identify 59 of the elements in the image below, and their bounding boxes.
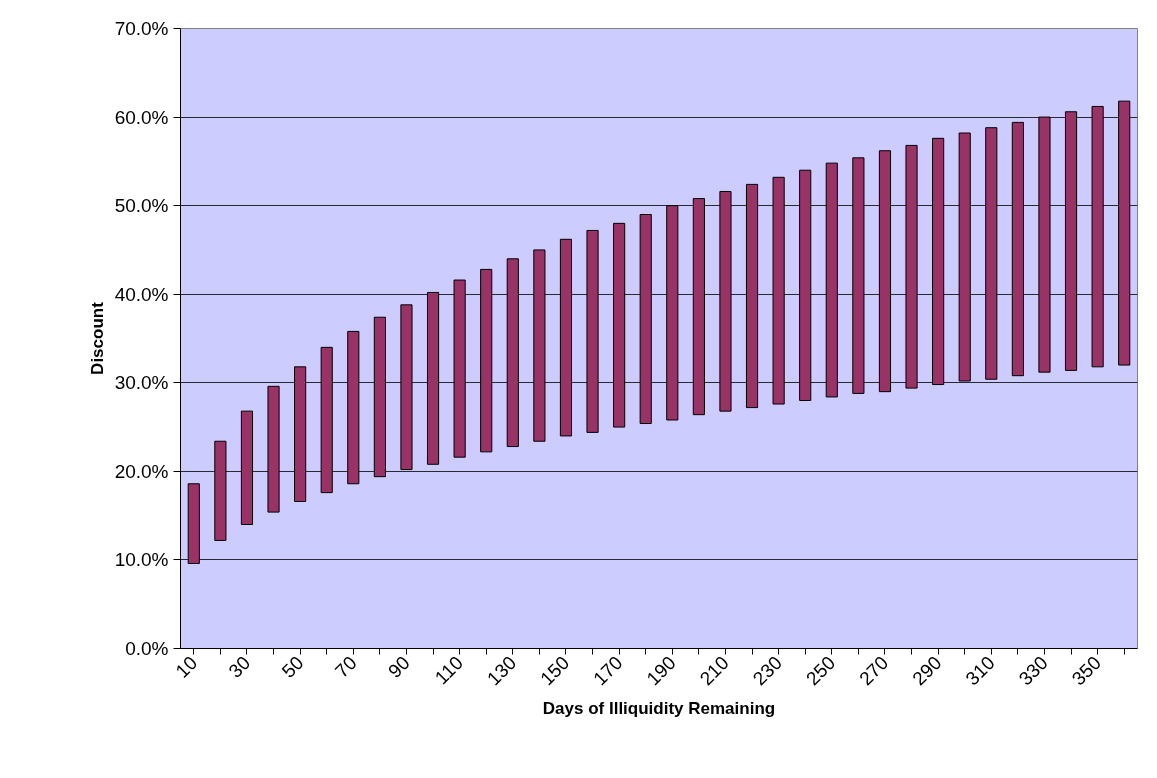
x-tick-label: 230 (748, 652, 787, 690)
bar (613, 222, 626, 428)
bar (799, 169, 812, 401)
y-tick-label: 0.0% (125, 638, 169, 659)
x-tick-label: 130 (482, 652, 521, 690)
x-tick-label: 170 (589, 652, 627, 690)
bar (240, 410, 254, 525)
bar (267, 385, 280, 513)
bar (825, 162, 838, 398)
bar (1011, 121, 1024, 377)
x-tick-label: 310 (961, 652, 999, 690)
bar (905, 144, 918, 389)
x-tick-label: 10 (171, 652, 202, 682)
x-tick-label: 70 (330, 652, 361, 682)
bar (506, 258, 519, 448)
y-tick-label: 60.0% (114, 106, 169, 128)
bar (400, 304, 413, 471)
x-tick-label: 30 (224, 652, 255, 682)
bar (985, 127, 998, 380)
bar (932, 137, 945, 386)
bar (878, 150, 892, 393)
x-tick-label: 210 (695, 652, 733, 690)
bar (320, 346, 333, 494)
x-axis-title: Days of Illiquidity Remaining (542, 699, 776, 719)
x-tick-label: 90 (384, 652, 414, 682)
bar (586, 229, 599, 433)
bar (373, 316, 386, 478)
y-tick-label: 70.0% (114, 18, 169, 39)
x-tick-label: 270 (855, 652, 893, 690)
y-tick-label: 10.0% (114, 549, 169, 571)
bar (639, 214, 652, 425)
x-tick-label: 290 (908, 652, 946, 690)
bar (480, 268, 493, 453)
bar (533, 249, 546, 442)
y-tick-label: 40.0% (114, 283, 169, 305)
y-tick-label: 50.0% (114, 195, 169, 217)
bar (745, 183, 759, 409)
x-tick-label: 330 (1014, 652, 1052, 690)
bar (772, 176, 785, 405)
bar (294, 366, 307, 502)
y-tick-label: 30.0% (114, 372, 169, 394)
bar (958, 132, 971, 382)
y-tick-label: 20.0% (114, 460, 169, 482)
x-tick-label: 190 (642, 652, 680, 690)
x-tick-label: 50 (277, 652, 308, 682)
bar (426, 291, 440, 465)
bar (214, 440, 227, 541)
bar (719, 190, 732, 412)
bar (692, 198, 705, 416)
bar (666, 205, 679, 421)
x-tick-label: 350 (1067, 652, 1106, 690)
bar (852, 157, 865, 394)
x-tick-label: 110 (430, 652, 468, 689)
bar (559, 238, 573, 437)
x-tick-label: 150 (536, 652, 574, 690)
y-axis-title: Discount (87, 301, 107, 375)
x-tick-label: 250 (801, 652, 840, 690)
bar (453, 279, 466, 458)
bar (347, 330, 360, 485)
